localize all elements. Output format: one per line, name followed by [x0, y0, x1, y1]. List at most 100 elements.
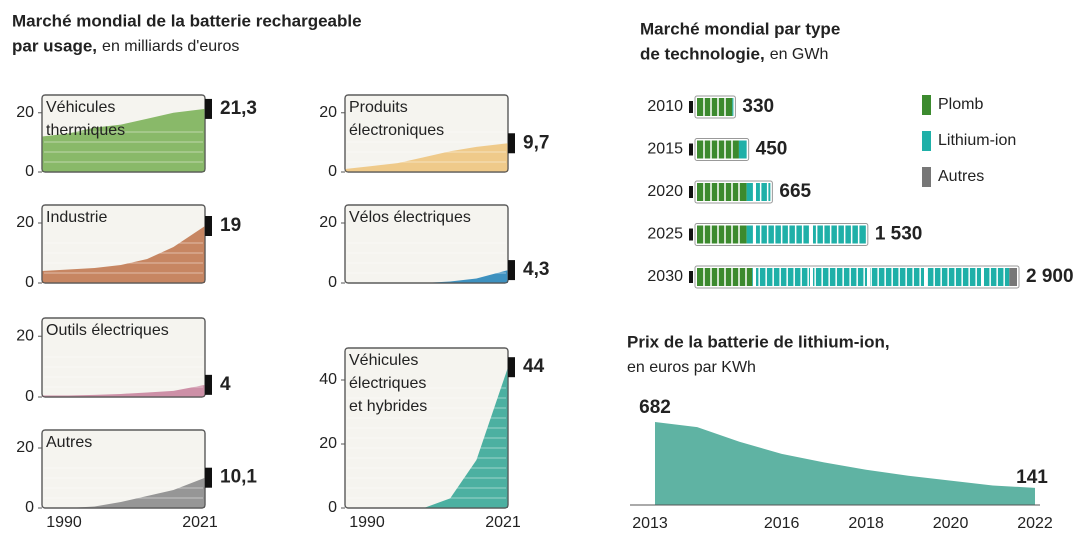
- cell-gap: [753, 223, 756, 246]
- chart-title: de technologie,: [640, 44, 765, 63]
- battery-outline: [694, 138, 750, 161]
- cell-gap: [753, 181, 756, 203]
- bar-segment: [697, 98, 733, 116]
- area: [42, 477, 205, 508]
- bar-segment: [697, 183, 747, 201]
- battery-outline: [694, 180, 773, 204]
- panel-outline: [41, 317, 206, 398]
- bar-segment: [697, 225, 747, 244]
- panel-label: et hybrides: [349, 398, 427, 415]
- chart-subtitle: en euros par KWh: [627, 359, 756, 376]
- legend-label: Autres: [938, 168, 984, 185]
- y-tick-label: 2010: [647, 98, 683, 115]
- total-label: 450: [756, 139, 788, 160]
- total-label: 1 530: [875, 224, 923, 245]
- total-label: 330: [742, 96, 774, 117]
- x-tick-label: 2021: [182, 514, 218, 531]
- chart-subtitle: en milliards d'euros: [102, 38, 239, 55]
- x-tick-label: 2018: [848, 515, 884, 532]
- x-tick-label: 2022: [1017, 515, 1053, 532]
- y-tick-label: 20: [319, 104, 337, 121]
- panel-outline: [41, 94, 206, 173]
- panel-label: thermiques: [46, 122, 125, 139]
- battery-tip: [689, 101, 693, 113]
- y-tick-label: 20: [319, 435, 337, 452]
- panel-label: électriques: [349, 375, 426, 392]
- y-tick-label: 20: [16, 104, 34, 121]
- chart-title: Marché mondial de la batterie rechargeab…: [12, 11, 362, 30]
- end-label: 9,7: [523, 132, 549, 153]
- cell-gap: [867, 266, 870, 288]
- legend-swatch: [922, 167, 931, 187]
- battery-tip: [689, 271, 693, 283]
- x-tick-label: 2020: [933, 515, 969, 532]
- battery-outline: [694, 95, 736, 119]
- x-tick-label: 2016: [764, 515, 800, 532]
- bar-segment: [746, 225, 866, 244]
- end-marker: [205, 98, 212, 119]
- end-label: 44: [523, 356, 545, 377]
- y-tick-label: 0: [25, 388, 34, 405]
- y-tick-label: 40: [319, 371, 337, 388]
- end-label: 19: [220, 215, 241, 236]
- y-tick-label: 2020: [647, 183, 683, 200]
- panel-label: Vélos électriques: [349, 209, 471, 226]
- panel-outline: [41, 204, 206, 284]
- y-tick-label: 2030: [647, 268, 683, 285]
- y-tick-label: 2025: [647, 226, 683, 243]
- bar-segment: [752, 268, 1010, 286]
- panel-label: électroniques: [349, 122, 444, 139]
- area: [655, 422, 1035, 505]
- y-tick-label: 0: [328, 274, 337, 291]
- chart-title: Prix de la batterie de lithium-ion,: [627, 332, 890, 351]
- end-label: 10,1: [220, 467, 257, 488]
- chart-subtitle: en GWh: [770, 46, 829, 63]
- bar-segment: [1009, 268, 1017, 286]
- end-marker: [508, 260, 515, 281]
- chart-title: Marché mondial par type: [640, 19, 840, 38]
- cell-gap: [810, 223, 813, 246]
- cell-gap: [753, 266, 756, 288]
- battery-tip: [689, 186, 693, 198]
- legend-label: Plomb: [938, 96, 983, 113]
- panel-outline: [344, 204, 509, 284]
- panel-label: Véhicules: [349, 352, 418, 369]
- y-tick-label: 0: [25, 499, 34, 516]
- battery-tip: [689, 143, 693, 156]
- area: [42, 108, 205, 172]
- cell-gap: [810, 266, 813, 288]
- x-tick-label: 2021: [485, 514, 521, 531]
- total-label: 2 900: [1026, 266, 1074, 287]
- panel-label: Véhicules: [46, 99, 115, 116]
- end-marker: [205, 467, 212, 488]
- cell-gap: [981, 266, 984, 288]
- y-tick-label: 0: [328, 163, 337, 180]
- panel-label: Autres: [46, 434, 92, 451]
- legend-swatch: [922, 131, 931, 151]
- y-tick-label: 20: [16, 439, 34, 456]
- area: [345, 270, 508, 283]
- y-tick-label: 20: [16, 327, 34, 344]
- y-tick-label: 0: [25, 163, 34, 180]
- legend-label: Lithium-ion: [938, 132, 1016, 149]
- y-tick-label: 2015: [647, 141, 683, 158]
- y-tick-label: 20: [319, 214, 337, 231]
- end-marker: [508, 357, 515, 378]
- value-label: 682: [639, 397, 671, 418]
- area: [345, 143, 508, 172]
- cell-gap: [924, 266, 927, 288]
- end-label: 21,3: [220, 98, 257, 119]
- legend-swatch: [922, 95, 931, 115]
- panel-label: Outils électriques: [46, 322, 169, 339]
- area: [42, 384, 205, 397]
- area: [42, 226, 205, 283]
- area: [345, 367, 508, 508]
- end-label: 4: [220, 374, 231, 395]
- y-tick-label: 0: [328, 499, 337, 516]
- bar-segment: [732, 98, 734, 116]
- battery-tip: [689, 228, 693, 241]
- x-tick-label: 1990: [349, 514, 385, 531]
- panel-outline: [344, 347, 509, 509]
- x-tick-label: 2013: [632, 515, 668, 532]
